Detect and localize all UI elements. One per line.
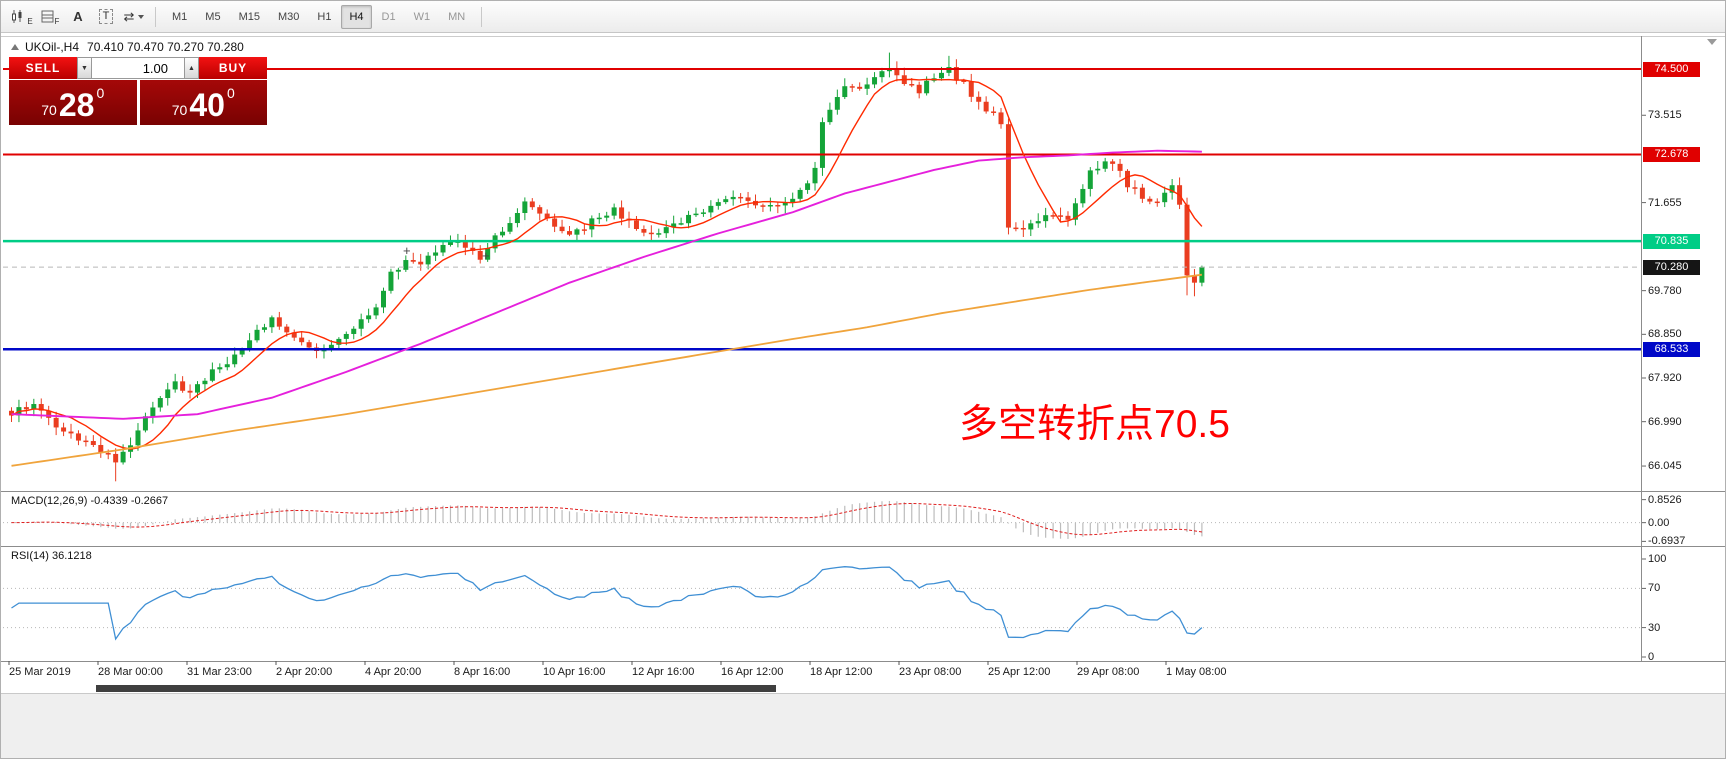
scroll-to-end-icon[interactable] (1707, 39, 1717, 45)
ohlc-values: 70.410 70.470 70.270 70.280 (87, 40, 244, 54)
timeframe-group: M1 M5 M15 M30 H1 H4 D1 W1 MN (164, 4, 473, 29)
timeframe-h1[interactable]: H1 (317, 10, 332, 23)
macd-indicator-label: MACD(12,26,9) -0.4339 -0.2667 (11, 495, 169, 507)
horizontal-scrollbar-thumb[interactable] (96, 685, 776, 692)
timeframe-m1[interactable]: M1 (172, 10, 188, 23)
buy-price-display[interactable]: 70 40 0 (139, 80, 267, 125)
new-chart-icon[interactable]: E (9, 5, 35, 29)
symbol-marker-icon (11, 44, 19, 50)
buy-button[interactable]: BUY (199, 57, 267, 79)
bottom-strip (1, 693, 1725, 758)
volume-input[interactable] (92, 57, 184, 79)
chart-profiles-icon[interactable]: F (37, 5, 63, 29)
rsi-indicator-label: RSI(14) 36.1218 (11, 550, 92, 562)
timeframe-d1[interactable]: D1 (381, 10, 396, 23)
price-axis[interactable] (1642, 36, 1725, 661)
icon-sub-letter: F (54, 16, 60, 26)
timeframe-m15[interactable]: M15 (238, 10, 260, 23)
timeframe-m5[interactable]: M5 (205, 10, 221, 23)
one-click-trading-panel: SELL ▼ ▲ BUY 70 28 0 70 40 0 (9, 57, 267, 125)
toolbar: E F A T ⇄ M1 M5 M15 M30 H1 H4 D1 W1 MN (1, 1, 1725, 33)
spin-down-icon: ▼ (81, 64, 88, 72)
chart-title: UKOil-,H4 70.410 70.470 70.270 70.280 (11, 40, 244, 54)
cycle-symbols-icon[interactable]: ⇄ (121, 5, 147, 29)
sell-price-display[interactable]: 70 28 0 (9, 80, 137, 125)
symbol-name: UKOil-,H4 (25, 40, 80, 54)
icon-sub-letter: E (27, 16, 33, 26)
font-icon[interactable]: A (73, 9, 83, 24)
dropdown-caret-icon (138, 14, 145, 19)
candlestick-glyph (12, 10, 22, 23)
chart-annotation: 多空转折点70.5 (959, 403, 1230, 446)
grid-glyph (41, 10, 54, 23)
timeframe-mn[interactable]: MN (448, 10, 466, 23)
text-label-icon[interactable]: T (93, 5, 119, 29)
volume-increase-button[interactable]: ▲ (184, 57, 199, 79)
sell-button[interactable]: SELL (9, 57, 77, 79)
timeframe-m30[interactable]: M30 (277, 10, 300, 23)
spin-up-icon: ▲ (188, 64, 195, 72)
toolbar-separator (155, 6, 156, 27)
time-axis[interactable] (1, 662, 1641, 684)
timeframe-h4[interactable]: H4 (341, 4, 372, 29)
timeframe-w1[interactable]: W1 (413, 10, 431, 23)
volume-decrease-button[interactable]: ▼ (77, 57, 92, 79)
toolbar-separator (481, 6, 483, 27)
